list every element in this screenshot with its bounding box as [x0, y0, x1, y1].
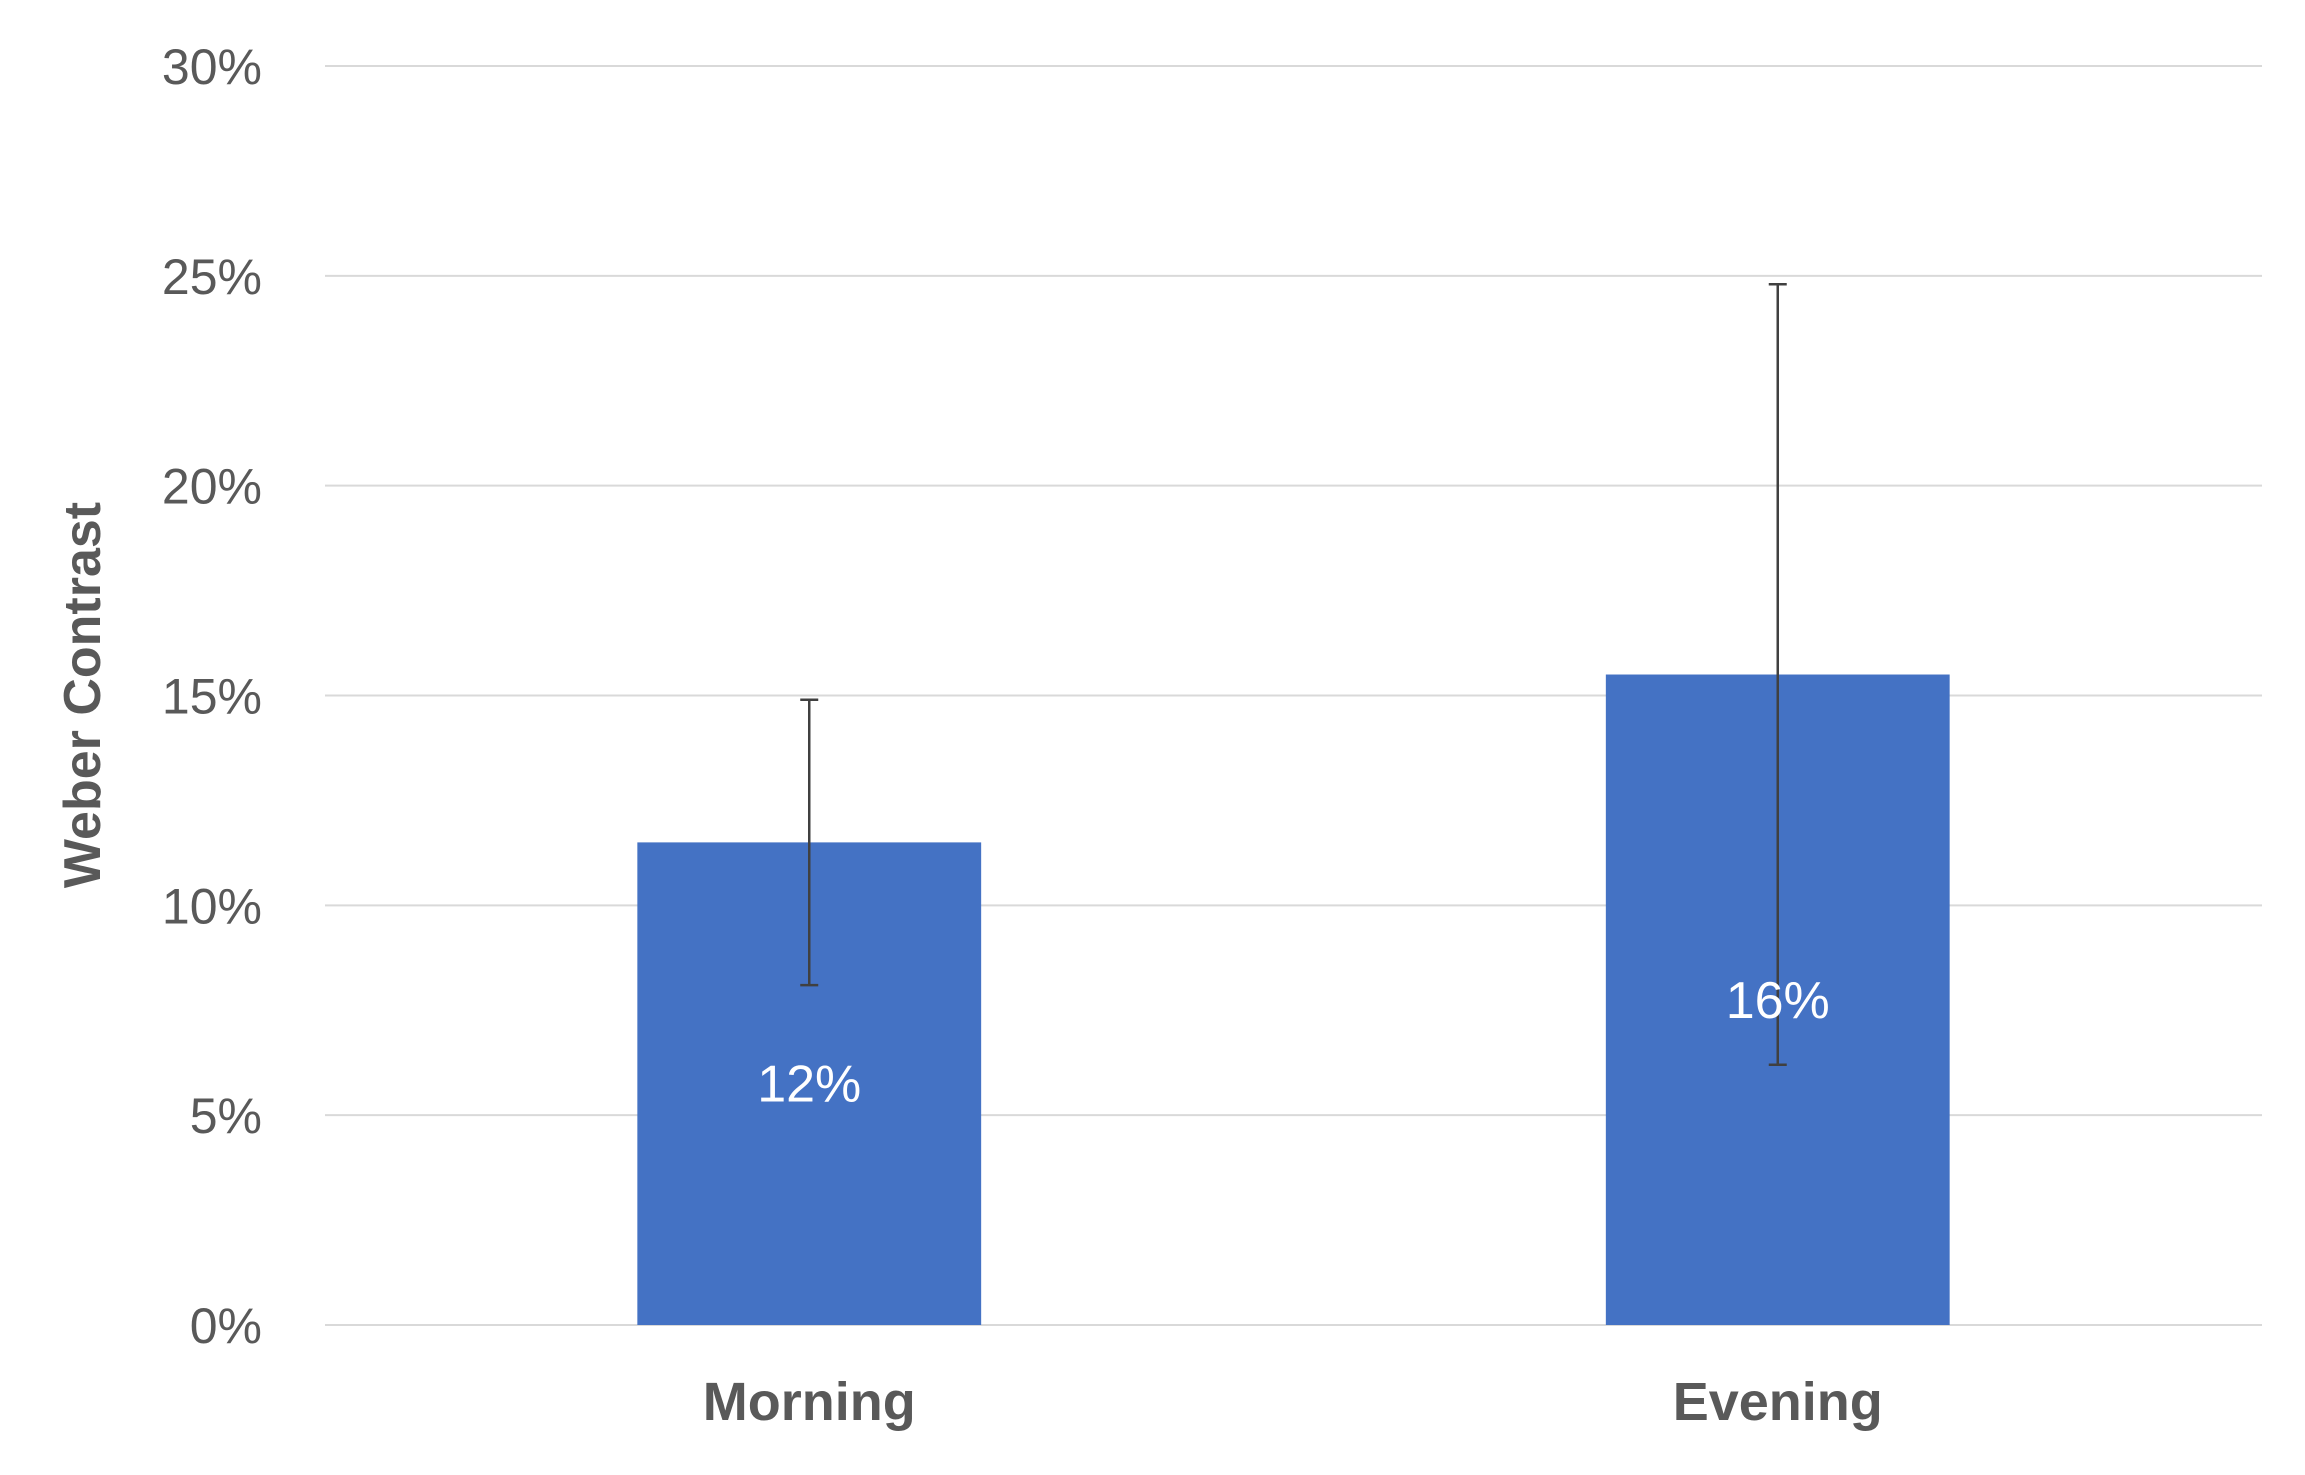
y-axis-ticks: 0% 5% 10% 15% 20% 25% 30%: [162, 39, 262, 1354]
y-tick-label: 10%: [162, 878, 262, 934]
y-tick-label: 5%: [190, 1088, 262, 1144]
x-category-label: Morning: [703, 1372, 916, 1432]
x-category-label: Evening: [1673, 1372, 1883, 1432]
error-bars: [800, 282, 1787, 1067]
data-label-evening: 16%: [1726, 972, 1830, 1030]
y-tick-label: 30%: [162, 39, 262, 95]
y-tick-label: 20%: [162, 459, 262, 515]
data-labels: 12% 16%: [757, 972, 1830, 1114]
y-tick-label: 25%: [162, 249, 262, 305]
y-axis-title: Weber Contrast: [54, 502, 112, 888]
y-tick-label: 15%: [162, 669, 262, 725]
data-label-morning: 12%: [757, 1056, 861, 1114]
gridlines: [325, 65, 2262, 1326]
y-tick-label: 0%: [190, 1298, 262, 1354]
x-axis-categories: Morning Evening: [703, 1372, 1883, 1432]
